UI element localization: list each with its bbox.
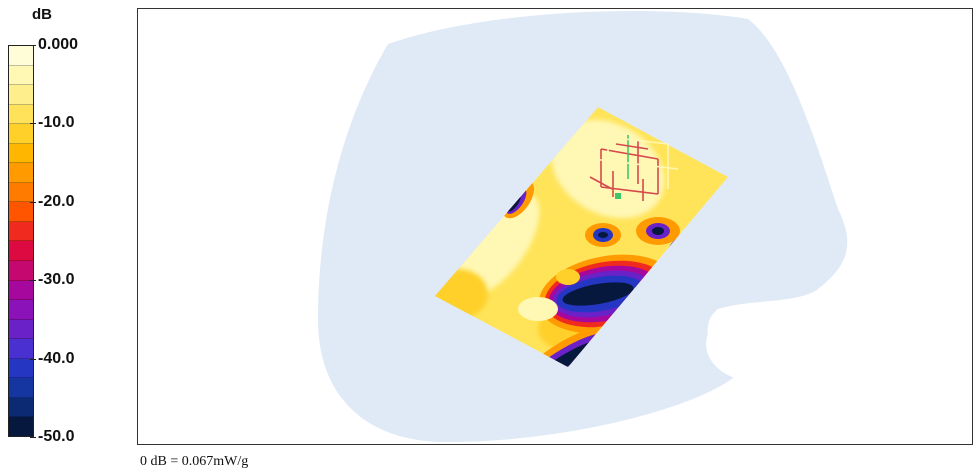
colorbar-tick-label: 0.000	[38, 36, 79, 53]
colorbar-segment	[9, 182, 33, 203]
colorbar-tick-mark	[30, 437, 36, 438]
colorbar-tick-mark	[30, 123, 36, 125]
colorbar-segment	[9, 104, 33, 125]
low-region	[652, 227, 664, 235]
colorbar-tick-label: -20.0	[38, 192, 75, 210]
low-region	[556, 269, 580, 285]
colorbar-segment	[9, 397, 33, 418]
device-wire	[600, 148, 659, 160]
colorbar-tick-label: -40.0	[38, 349, 75, 367]
colorbar-segment	[9, 65, 33, 86]
colorbar-tick-mark	[30, 280, 36, 282]
colorbar-tick-mark	[30, 358, 36, 360]
device-wire	[615, 143, 649, 150]
device-feed-point	[615, 193, 621, 199]
colorbar-segment	[9, 241, 33, 262]
colorbar-tick-mark	[30, 201, 36, 203]
colorbar-tick-label: -30.0	[38, 271, 75, 289]
colorbar-tick-label: -10.0	[38, 114, 75, 132]
low-region	[562, 282, 634, 306]
sar-map-svg	[318, 11, 848, 443]
low-region	[598, 232, 608, 238]
colorbar-segment	[9, 280, 33, 301]
colorbar-segment	[9, 124, 33, 144]
colorbar-segment	[9, 261, 33, 281]
heat-region	[456, 192, 540, 296]
device-wire	[589, 176, 613, 190]
colorbar-segment	[9, 417, 33, 436]
colorbar	[8, 45, 34, 437]
colorbar-segment	[9, 358, 33, 379]
sar-plot-area	[137, 8, 973, 445]
colorbar-tick-mark	[30, 45, 36, 46]
colorbar-tick-label: -50.0	[38, 428, 75, 445]
colorbar-segment	[9, 202, 33, 222]
colorbar-segment	[9, 300, 33, 320]
phantom-notch	[706, 306, 810, 382]
colorbar-segment	[9, 46, 33, 66]
device-wire	[592, 158, 679, 170]
colorbar-segment	[9, 143, 33, 164]
colorbar-unit-label: dB	[32, 6, 52, 23]
colorbar-segment	[9, 163, 33, 183]
colorbar-segment	[9, 319, 33, 340]
reference-value-label: 0 dB = 0.067mW/g	[140, 454, 249, 469]
device-wire	[607, 136, 669, 145]
colorbar-segment	[9, 378, 33, 398]
colorbar-segment	[9, 221, 33, 242]
colorbar-segment	[9, 85, 33, 105]
colorbar-segment	[9, 339, 33, 359]
low-region	[518, 297, 558, 321]
device-wireframe	[589, 135, 679, 201]
